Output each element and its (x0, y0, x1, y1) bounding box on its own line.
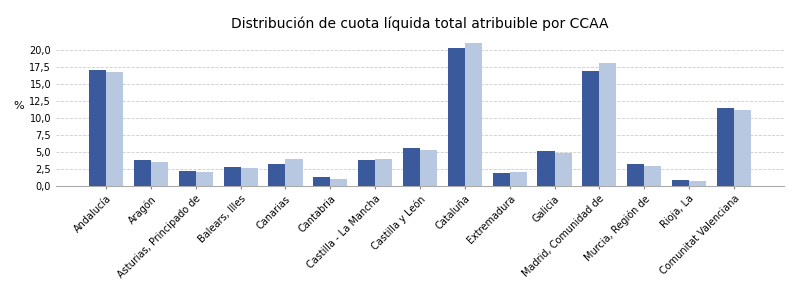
Bar (403, 148, 420, 186)
Bar (358, 160, 375, 186)
Bar (375, 159, 392, 186)
Bar (493, 173, 510, 186)
Bar (151, 162, 168, 186)
Bar (672, 180, 689, 186)
Bar (106, 72, 123, 186)
Bar (241, 168, 258, 186)
Bar (717, 108, 734, 186)
Bar (582, 71, 599, 186)
Bar (599, 63, 616, 186)
Bar (689, 181, 706, 186)
Bar (538, 151, 554, 186)
Bar (178, 171, 196, 186)
Bar (627, 164, 644, 186)
Bar (286, 159, 302, 186)
Y-axis label: %: % (13, 101, 23, 111)
Bar (734, 110, 751, 186)
Bar (448, 48, 465, 186)
Bar (510, 172, 526, 186)
Bar (420, 150, 437, 186)
Bar (269, 164, 286, 186)
Bar (644, 166, 662, 186)
Title: Distribución de cuota líquida total atribuible por CCAA: Distribución de cuota líquida total atri… (231, 16, 609, 31)
Bar (330, 179, 347, 186)
Bar (465, 43, 482, 186)
Bar (134, 160, 151, 186)
Bar (89, 70, 106, 186)
Bar (314, 177, 330, 186)
Bar (196, 172, 213, 186)
Bar (224, 167, 241, 186)
Bar (554, 153, 571, 186)
